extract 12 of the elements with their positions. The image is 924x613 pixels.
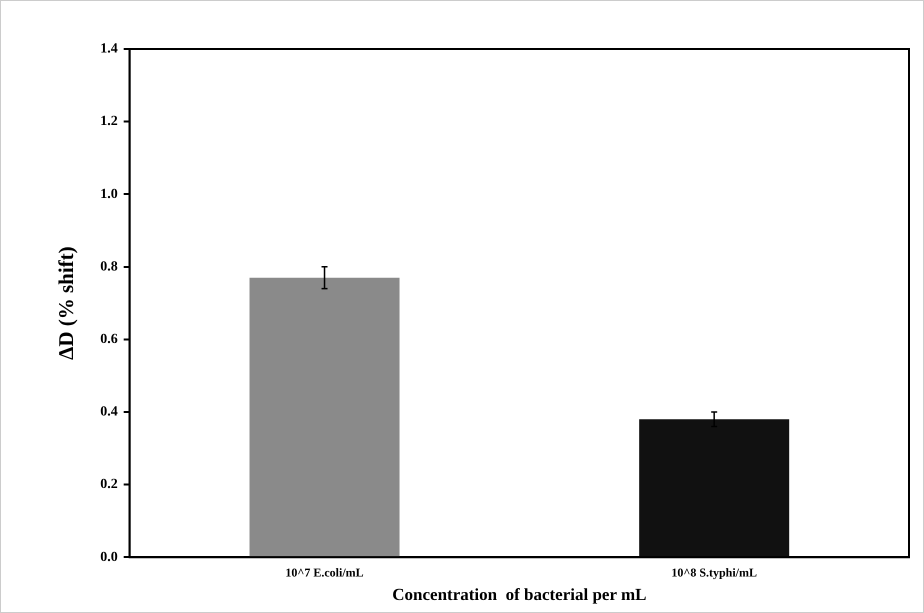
x-tick-label: 10^8 S.typhi/mL: [671, 565, 758, 580]
x-axis-title: Concentration of bacterial per mL: [392, 585, 646, 604]
y-tick-label: 1.4: [100, 42, 118, 57]
y-tick-label: 0.6: [100, 332, 118, 348]
y-tick-label: 0.2: [100, 477, 118, 492]
y-tick-label: 1.2: [100, 114, 118, 130]
y-tick-label: 0.8: [100, 259, 118, 274]
y-tick-label: 1.0: [100, 186, 118, 202]
x-tick-label: 10^7 E.coli/mL: [285, 565, 364, 580]
y-axis-title: ΔD (% shift): [54, 246, 78, 360]
y-tick-label: 0.0: [100, 550, 118, 565]
y-tick-label: 0.4: [100, 404, 118, 420]
